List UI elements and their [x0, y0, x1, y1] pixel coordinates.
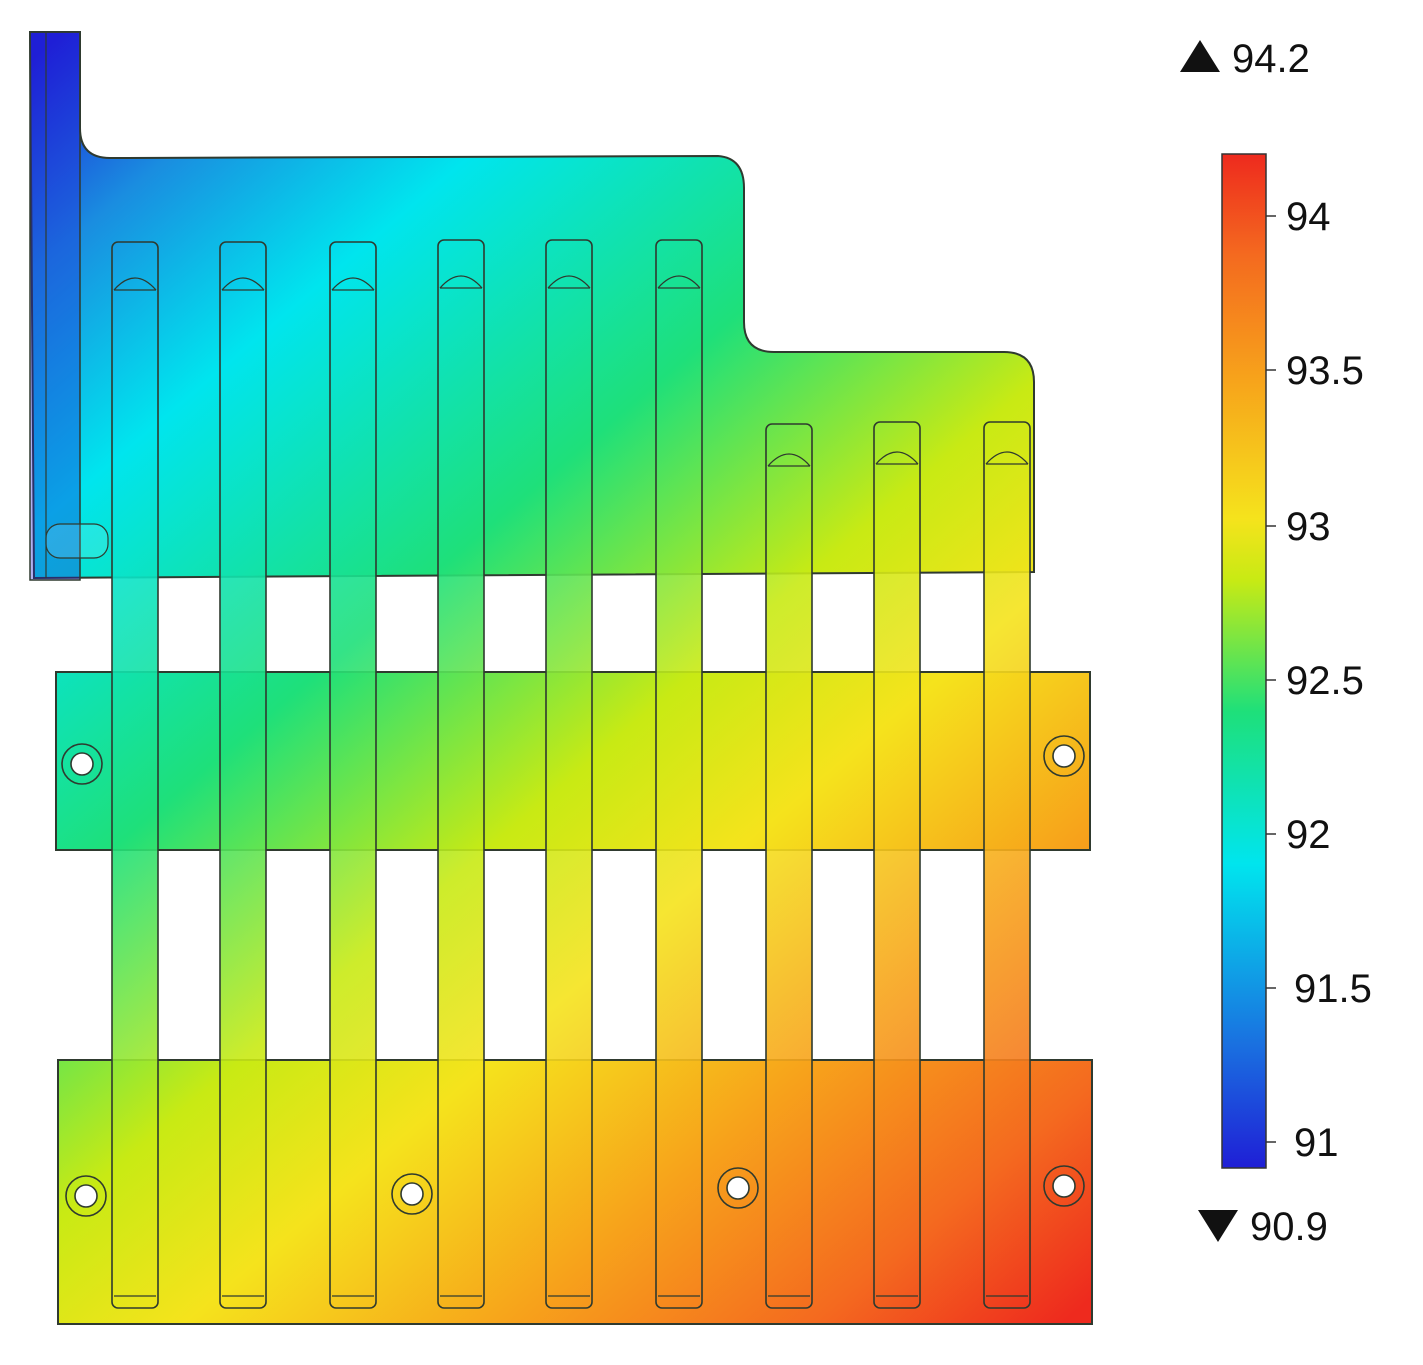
max-triangle-icon [1180, 40, 1220, 72]
mounting-hole [391, 1173, 433, 1215]
tubes [111, 239, 1031, 1309]
tube [765, 423, 813, 1309]
tick-label: 91.5 [1294, 967, 1372, 1011]
inlet-slot [45, 523, 109, 559]
tube [545, 239, 593, 1309]
color-bar-ticks [1266, 215, 1276, 1143]
tube [655, 239, 703, 1309]
tube [111, 241, 159, 1309]
max-indicator-label: 94.2 [1232, 37, 1310, 81]
tube [219, 241, 267, 1309]
tick-label: 93.5 [1286, 349, 1364, 393]
tick-label: 93 [1286, 505, 1331, 549]
mounting-hole [1052, 1174, 1076, 1198]
mounting-hole [70, 752, 94, 776]
tick-label: 92 [1286, 813, 1331, 857]
tick-label: 92.5 [1286, 659, 1364, 703]
mounting-hole [61, 743, 103, 785]
color-bar [1221, 153, 1267, 1169]
tick-label: 91 [1294, 1121, 1339, 1165]
mounting-hole [1043, 1165, 1085, 1207]
min-triangle-icon [1198, 1210, 1238, 1242]
mounting-holes [61, 735, 1085, 1217]
tick-label: 94 [1286, 195, 1331, 239]
tube [437, 239, 485, 1309]
mounting-hole [65, 1175, 107, 1217]
tube-caps [113, 275, 1029, 1297]
mounting-hole [717, 1167, 759, 1209]
mounting-hole [74, 1184, 98, 1208]
mounting-hole [726, 1176, 750, 1200]
color-legend: 94.2 94 93.5 93 92.5 92 91.5 91 90.9 [1180, 37, 1372, 1249]
tube [329, 241, 377, 1309]
inlet-pipe [29, 31, 81, 581]
mounting-hole [1052, 744, 1076, 768]
tube [983, 421, 1031, 1309]
mounting-hole [1043, 735, 1085, 777]
tube [873, 421, 921, 1309]
mounting-hole [400, 1182, 424, 1206]
min-indicator-label: 90.9 [1250, 1205, 1328, 1249]
